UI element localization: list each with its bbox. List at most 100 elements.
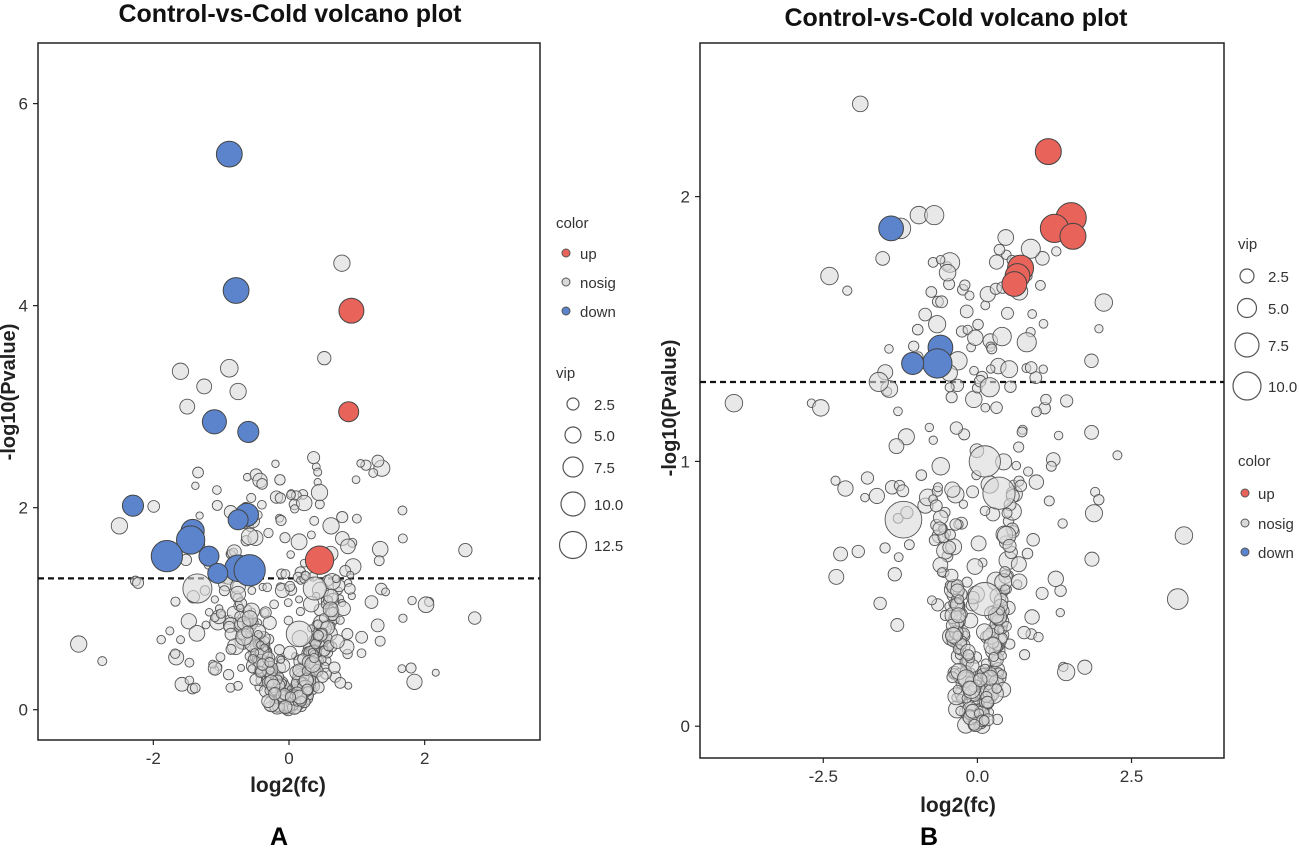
data-point-nosig (1000, 360, 1019, 379)
legend-vip-label: 7.5 (1268, 338, 1289, 355)
data-point-nosig (313, 467, 323, 477)
data-point-nosig (959, 279, 971, 291)
data-point-nosig (833, 546, 848, 562)
data-point-nosig (260, 643, 269, 652)
data-point-nosig (285, 620, 313, 648)
panel-a: Control-vs-Cold volcano plot -2 0 2 0 2 4 6 lo… (0, 0, 623, 851)
data-point-nosig (1038, 318, 1049, 329)
data-point-nosig (371, 454, 385, 468)
data-point-nosig (1057, 518, 1068, 529)
data-point-down (201, 409, 227, 435)
data-point-nosig (724, 393, 744, 413)
legend-up-marker (561, 248, 571, 258)
data-point-nosig (278, 699, 293, 715)
legend-vip-circle (1234, 332, 1260, 358)
data-point-nosig (1020, 238, 1041, 259)
data-point-nosig (256, 478, 268, 490)
data-point-nosig (274, 492, 286, 504)
data-point-nosig (968, 445, 1001, 478)
legend-nosig-marker (1240, 518, 1250, 528)
data-point-nosig (975, 623, 994, 641)
x-axis-label: log2(fc) (920, 794, 996, 817)
data-points (724, 95, 1194, 734)
data-point-down (150, 540, 184, 573)
x-tick-label: -2.5 (809, 767, 838, 786)
data-point-nosig (967, 582, 1002, 617)
data-point-nosig (397, 664, 407, 674)
legend-vip-circle (560, 491, 586, 517)
data-point-nosig (1038, 364, 1048, 374)
data-point-nosig (407, 595, 417, 606)
data-point-nosig (988, 651, 999, 663)
data-point-nosig (1024, 609, 1040, 625)
data-point-nosig (335, 615, 345, 625)
data-point-nosig (837, 480, 854, 497)
data-point-nosig (982, 476, 1016, 510)
legend-vip-circle (558, 530, 588, 560)
data-point-nosig (373, 555, 385, 567)
data-point-nosig (950, 607, 967, 624)
x-tick-label: 2.5 (1120, 767, 1144, 786)
data-point-nosig (978, 715, 990, 726)
data-point-nosig (247, 586, 257, 595)
data-point-nosig (284, 691, 297, 703)
data-point-nosig (884, 344, 894, 354)
data-point-nosig (458, 542, 473, 558)
data-point-nosig (257, 499, 267, 510)
data-point-nosig (944, 481, 961, 498)
data-point-nosig (962, 680, 978, 696)
data-point-nosig (879, 542, 891, 554)
data-point-nosig (935, 255, 946, 265)
data-point-nosig (207, 661, 223, 676)
data-point-nosig (860, 471, 875, 485)
data-point-nosig (1084, 551, 1100, 567)
data-point-nosig (1016, 426, 1028, 438)
data-point-nosig (296, 494, 313, 512)
data-point-nosig (1010, 573, 1028, 590)
y-tick-label: 2 (681, 188, 690, 207)
data-point-nosig (336, 601, 351, 616)
data-point-nosig (398, 613, 408, 623)
data-point-nosig (343, 583, 356, 595)
data-point-nosig (938, 263, 957, 282)
data-point-nosig (884, 500, 923, 539)
data-point-nosig (1035, 586, 1049, 600)
data-point-nosig (979, 377, 1000, 398)
data-point-nosig (330, 634, 345, 649)
data-point-nosig (1033, 631, 1044, 643)
data-point-nosig (991, 683, 1003, 694)
data-point-down (878, 215, 904, 242)
data-point-nosig (1047, 570, 1064, 587)
data-point-nosig (1166, 588, 1189, 610)
data-point-nosig (927, 595, 937, 606)
data-point-nosig (873, 596, 887, 611)
legend-title: color (556, 215, 589, 232)
data-point-nosig (981, 695, 994, 709)
data-point-nosig (215, 652, 226, 663)
data-point-nosig (966, 558, 984, 575)
data-point-nosig (1093, 494, 1105, 506)
data-point-nosig (405, 662, 417, 674)
panel-b: Control-vs-Cold volcano plot -2.5 0.0 2.5 0… (659, 4, 1297, 851)
data-point-nosig (290, 533, 308, 551)
legend-title: vip (1238, 236, 1257, 253)
data-point-nosig (184, 657, 195, 668)
data-point-nosig (842, 285, 853, 296)
legend-nosig-label: nosig (580, 275, 616, 292)
legend-vip-circle (1239, 268, 1255, 284)
y-tick-label: 6 (19, 95, 28, 114)
data-point-down (233, 554, 266, 587)
legend-vip: vip 2.5 5.0 7.5 10.0 (1232, 236, 1297, 401)
data-point-nosig (381, 587, 391, 597)
data-point-nosig (893, 406, 903, 417)
data-point-nosig (949, 518, 962, 531)
data-point-nosig (1010, 556, 1027, 573)
data-point-nosig (812, 399, 830, 417)
data-point-nosig (990, 401, 1003, 414)
data-point-nosig (280, 569, 291, 579)
data-point-down (901, 351, 925, 375)
data-point-nosig (952, 684, 963, 695)
data-point-nosig (964, 290, 975, 301)
data-point-nosig (212, 485, 222, 495)
data-point-nosig (1084, 425, 1099, 440)
